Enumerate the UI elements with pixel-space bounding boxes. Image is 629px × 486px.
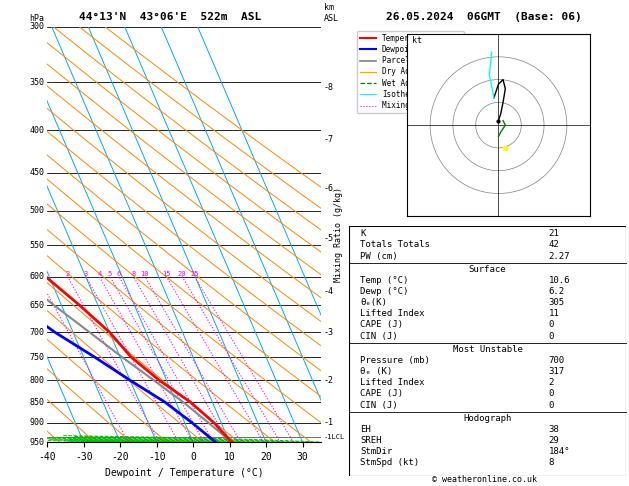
Text: 4: 4	[97, 271, 101, 277]
Text: EH: EH	[360, 425, 371, 434]
Text: -3: -3	[323, 328, 333, 337]
Text: 21: 21	[548, 229, 559, 238]
Text: 5: 5	[108, 271, 112, 277]
Text: Hodograph: Hodograph	[464, 414, 511, 423]
Text: -1: -1	[323, 418, 333, 427]
Text: 900: 900	[30, 418, 45, 427]
Text: -4: -4	[323, 287, 333, 296]
Text: 6: 6	[117, 271, 121, 277]
Text: CAPE (J): CAPE (J)	[360, 389, 403, 399]
Text: © weatheronline.co.uk: © weatheronline.co.uk	[432, 474, 537, 484]
Text: CAPE (J): CAPE (J)	[360, 320, 403, 330]
Text: 2: 2	[65, 271, 70, 277]
X-axis label: Dewpoint / Temperature (°C): Dewpoint / Temperature (°C)	[104, 468, 264, 478]
Text: -1LCL: -1LCL	[323, 434, 345, 439]
Text: 3: 3	[84, 271, 88, 277]
Text: CIN (J): CIN (J)	[360, 331, 398, 341]
Text: 20: 20	[178, 271, 186, 277]
Text: -5: -5	[323, 234, 333, 243]
Text: 0: 0	[548, 320, 554, 330]
Text: Mixing Ratio (g/kg): Mixing Ratio (g/kg)	[334, 187, 343, 282]
Text: 700: 700	[30, 328, 45, 337]
Text: 750: 750	[30, 352, 45, 362]
Text: Dewp (°C): Dewp (°C)	[360, 287, 409, 296]
Text: kt: kt	[412, 36, 422, 45]
Text: 550: 550	[30, 241, 45, 250]
Text: 2: 2	[548, 378, 554, 387]
Text: 6.2: 6.2	[548, 287, 564, 296]
Text: 350: 350	[30, 78, 45, 87]
Text: 2.27: 2.27	[548, 252, 570, 260]
Text: Totals Totals: Totals Totals	[360, 241, 430, 249]
Text: 700: 700	[548, 356, 564, 365]
Text: -2: -2	[323, 376, 333, 385]
Text: 10.6: 10.6	[548, 276, 570, 285]
Text: -7: -7	[323, 135, 333, 144]
Text: 8: 8	[131, 271, 135, 277]
Text: CIN (J): CIN (J)	[360, 400, 398, 410]
Text: 184°: 184°	[548, 447, 570, 456]
Text: 650: 650	[30, 301, 45, 310]
Text: 0: 0	[548, 400, 554, 410]
Text: PW (cm): PW (cm)	[360, 252, 398, 260]
Text: 25: 25	[191, 271, 199, 277]
Text: 950: 950	[30, 438, 45, 447]
Text: 400: 400	[30, 126, 45, 135]
Text: hPa: hPa	[30, 14, 45, 22]
Text: 600: 600	[30, 272, 45, 281]
Text: 500: 500	[30, 207, 45, 215]
Text: 305: 305	[548, 298, 564, 307]
Text: Most Unstable: Most Unstable	[452, 345, 523, 354]
Text: 42: 42	[548, 241, 559, 249]
Text: 29: 29	[548, 436, 559, 445]
Text: 317: 317	[548, 367, 564, 376]
Text: 0: 0	[548, 331, 554, 341]
Text: Surface: Surface	[469, 265, 506, 274]
Text: SREH: SREH	[360, 436, 382, 445]
Text: θₑ(K): θₑ(K)	[360, 298, 387, 307]
Text: 15: 15	[162, 271, 170, 277]
Text: 10: 10	[141, 271, 149, 277]
Text: K: K	[360, 229, 365, 238]
Text: -8: -8	[323, 83, 333, 92]
Text: 38: 38	[548, 425, 559, 434]
Text: 800: 800	[30, 376, 45, 385]
Text: Lifted Index: Lifted Index	[360, 310, 425, 318]
Text: 850: 850	[30, 398, 45, 407]
Text: θₑ (K): θₑ (K)	[360, 367, 392, 376]
Text: 450: 450	[30, 168, 45, 177]
Text: 44°13'N  43°06'E  522m  ASL: 44°13'N 43°06'E 522m ASL	[79, 12, 261, 22]
Text: km
ASL: km ASL	[323, 3, 338, 22]
Text: 11: 11	[548, 310, 559, 318]
Text: 300: 300	[30, 22, 45, 31]
Legend: Temperature, Dewpoint, Parcel Trajectory, Dry Adiabat, Wet Adiabat, Isotherm, Mi: Temperature, Dewpoint, Parcel Trajectory…	[357, 31, 464, 113]
Text: StmDir: StmDir	[360, 447, 392, 456]
Text: StmSpd (kt): StmSpd (kt)	[360, 458, 420, 468]
Text: -6: -6	[323, 184, 333, 193]
Text: 26.05.2024  06GMT  (Base: 06): 26.05.2024 06GMT (Base: 06)	[386, 12, 582, 22]
Text: Lifted Index: Lifted Index	[360, 378, 425, 387]
Text: Pressure (mb): Pressure (mb)	[360, 356, 430, 365]
Text: 0: 0	[548, 389, 554, 399]
Text: Temp (°C): Temp (°C)	[360, 276, 409, 285]
Text: 8: 8	[548, 458, 554, 468]
